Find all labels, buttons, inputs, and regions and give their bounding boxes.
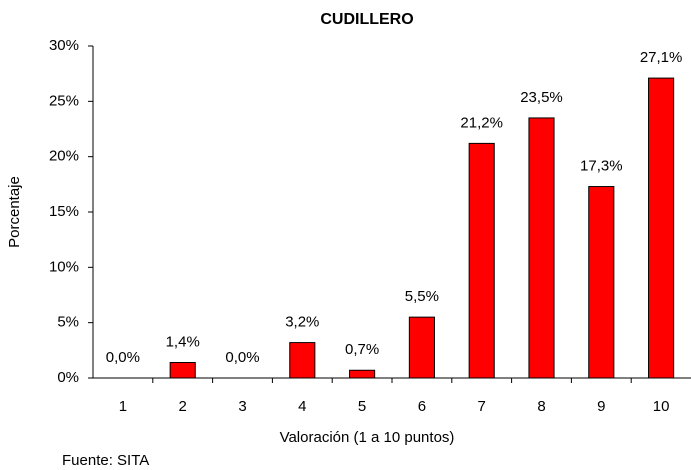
y-tick-label: 15% <box>49 203 79 220</box>
data-label: 0,7% <box>345 341 379 358</box>
bar <box>349 369 376 379</box>
data-label: 27,1% <box>640 49 683 66</box>
y-tick-label: 20% <box>49 148 79 165</box>
bar <box>408 316 435 379</box>
data-label: 0,0% <box>106 349 140 366</box>
x-tick-label: 8 <box>537 398 545 415</box>
data-label: 23,5% <box>520 89 563 106</box>
x-tick-label: 4 <box>298 398 306 415</box>
bar <box>289 342 316 379</box>
data-label: 17,3% <box>580 158 623 175</box>
x-axis-label: Valoración (1 a 10 puntos) <box>280 429 455 446</box>
x-tick-label: 9 <box>597 398 605 415</box>
data-label: 1,4% <box>166 333 200 350</box>
y-axis-label: Porcentaje <box>6 176 23 248</box>
data-label: 5,5% <box>405 288 439 305</box>
bar <box>528 117 555 379</box>
y-tick-label: 30% <box>49 37 79 54</box>
x-tick-label: 10 <box>653 398 670 415</box>
source: Fuente: SITA <box>62 452 149 469</box>
y-tick-label: 0% <box>57 369 79 386</box>
y-tick-label: 5% <box>57 314 79 331</box>
x-tick-label: 6 <box>418 398 426 415</box>
x-tick-label: 1 <box>119 398 127 415</box>
y-tick-label: 25% <box>49 92 79 109</box>
bar <box>169 362 196 379</box>
bar <box>588 186 615 379</box>
data-label: 21,2% <box>460 114 503 131</box>
data-label: 3,2% <box>285 314 319 331</box>
chart-title: CUDILLERO <box>320 11 413 28</box>
x-tick-label: 3 <box>238 398 246 415</box>
y-tick-label: 10% <box>49 258 79 275</box>
x-tick-label: 2 <box>179 398 187 415</box>
bar <box>648 77 675 379</box>
x-tick-label: 7 <box>478 398 486 415</box>
data-label: 0,0% <box>225 349 259 366</box>
x-tick-label: 5 <box>358 398 366 415</box>
bar <box>468 142 495 379</box>
